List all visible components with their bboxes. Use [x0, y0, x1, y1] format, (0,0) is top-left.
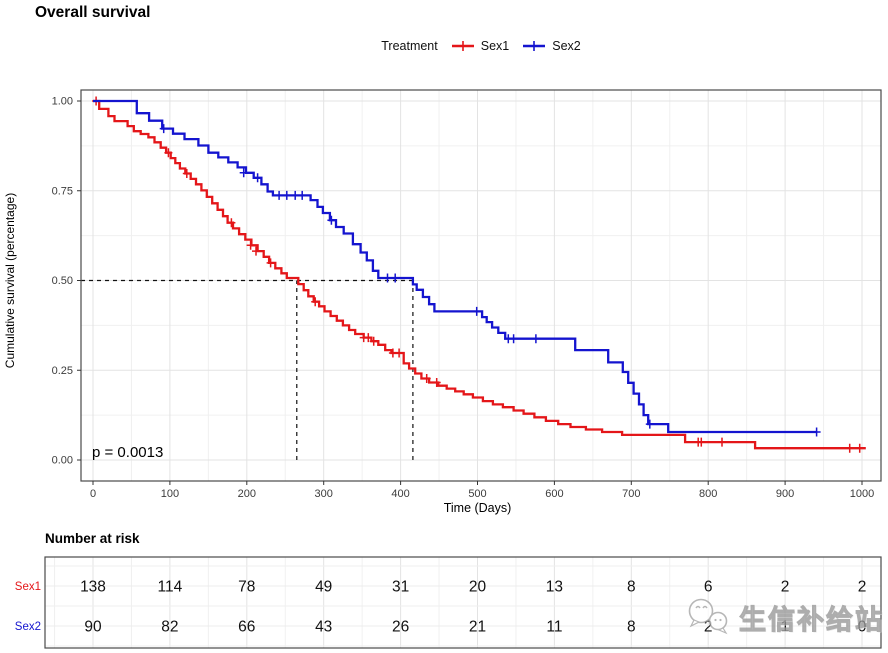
- censor-mark-sex1: [227, 218, 236, 228]
- risk-table-heading: Number at risk: [45, 531, 140, 546]
- legend-title: Treatment: [381, 39, 438, 53]
- risk-count: 8: [627, 619, 636, 636]
- risk-count: 0: [858, 619, 867, 636]
- censor-mark-sex2: [327, 215, 336, 225]
- svg-text:100: 100: [161, 488, 179, 500]
- censor-mark-sex2: [253, 173, 262, 183]
- censor-mark-sex1: [182, 169, 191, 178]
- censor-mark-sex2: [239, 168, 248, 178]
- svg-text:0.25: 0.25: [52, 365, 73, 377]
- risk-count: 90: [84, 619, 102, 636]
- censor-mark-sex2: [159, 124, 168, 134]
- plot-legend: Treatment Sex1 Sex2: [0, 39, 888, 53]
- censor-mark-sex2: [645, 419, 654, 429]
- risk-count: 20: [469, 579, 487, 596]
- svg-text:1000: 1000: [850, 488, 874, 500]
- censor-mark-sex2: [383, 273, 392, 283]
- legend-label-sex1: Sex1: [480, 39, 510, 53]
- risk-count: 49: [315, 579, 332, 596]
- svg-text:300: 300: [315, 488, 333, 500]
- risk-row-label-sex2: Sex2: [15, 621, 41, 633]
- censor-mark-sex2: [531, 334, 540, 344]
- censor-mark-sex1: [369, 336, 378, 346]
- risk-count: 2: [781, 579, 790, 596]
- risk-count: 2: [858, 579, 867, 596]
- censor-mark-sex1: [252, 246, 260, 256]
- svg-text:900: 900: [776, 488, 794, 500]
- censor-mark-sex1: [395, 348, 404, 358]
- risk-count: 31: [392, 579, 409, 596]
- censor-mark-sex1: [718, 437, 726, 447]
- censor-mark-sex2: [291, 190, 300, 200]
- censor-mark-sex1: [246, 240, 255, 250]
- censor-mark-sex1: [164, 148, 173, 158]
- censor-mark-sex2: [282, 190, 291, 200]
- legend-item-sex1: Sex1: [450, 39, 510, 53]
- censor-mark-sex1: [266, 258, 275, 268]
- risk-count: 43: [315, 619, 332, 636]
- svg-text:600: 600: [545, 488, 563, 500]
- censor-mark-sex2: [472, 306, 481, 316]
- legend-item-sex2: Sex2: [521, 39, 581, 53]
- svg-text:200: 200: [238, 488, 256, 500]
- sex2-line-censor-icon: [523, 41, 546, 51]
- svg-text:800: 800: [699, 488, 717, 500]
- svg-text:Time (Days): Time (Days): [444, 501, 512, 515]
- risk-count: 26: [392, 619, 409, 636]
- censor-mark-sex1: [422, 374, 431, 383]
- km-curve-sex2: [93, 99, 817, 434]
- censor-mark-sex1: [845, 443, 854, 453]
- page-title: Overall survival: [35, 4, 151, 21]
- svg-text:0.50: 0.50: [52, 275, 73, 287]
- risk-count: 6: [704, 579, 713, 596]
- sex1-line-censor-icon: [451, 41, 474, 51]
- svg-text:500: 500: [468, 488, 486, 500]
- censor-mark-sex1: [311, 297, 320, 307]
- risk-row-label-sex1: Sex1: [15, 581, 41, 593]
- censor-mark-sex2: [812, 427, 821, 437]
- censor-mark-sex1: [697, 437, 706, 447]
- censor-mark-sex1: [364, 333, 373, 343]
- censor-mark-sex1: [855, 443, 864, 453]
- svg-text:1.00: 1.00: [52, 96, 73, 108]
- risk-count: 1: [781, 619, 790, 636]
- censor-mark-sex2: [391, 273, 400, 283]
- legend-label-sex2: Sex2: [552, 39, 581, 53]
- svg-text:0: 0: [90, 488, 96, 500]
- risk-count: 138: [80, 579, 106, 596]
- censor-mark-sex2: [298, 190, 307, 200]
- risk-count: 78: [238, 579, 255, 596]
- risk-count: 11: [546, 619, 562, 636]
- risk-count: 66: [238, 619, 255, 636]
- svg-text:0.75: 0.75: [52, 185, 73, 197]
- risk-count: 2: [704, 619, 713, 636]
- risk-count: 8: [627, 579, 636, 596]
- censor-mark-sex2: [275, 190, 284, 200]
- svg-text:0.00: 0.00: [52, 455, 73, 467]
- risk-count: 114: [158, 579, 183, 596]
- svg-text:700: 700: [622, 488, 640, 500]
- risk-count: 82: [161, 619, 178, 636]
- svg-text:Cumulative survival (percentag: Cumulative survival (percentage): [3, 193, 17, 368]
- censor-mark-sex1: [432, 378, 441, 387]
- risk-count: 13: [546, 579, 563, 596]
- km-plot-svg: 0 100 200 300 400 500 600 700 800 900 1000 1.00 0.75…: [3, 89, 882, 515]
- svg-text:400: 400: [391, 488, 409, 500]
- pvalue-label: p = 0.0013: [92, 444, 163, 461]
- censor-mark-sex2: [509, 334, 518, 344]
- risk-count: 21: [469, 619, 486, 636]
